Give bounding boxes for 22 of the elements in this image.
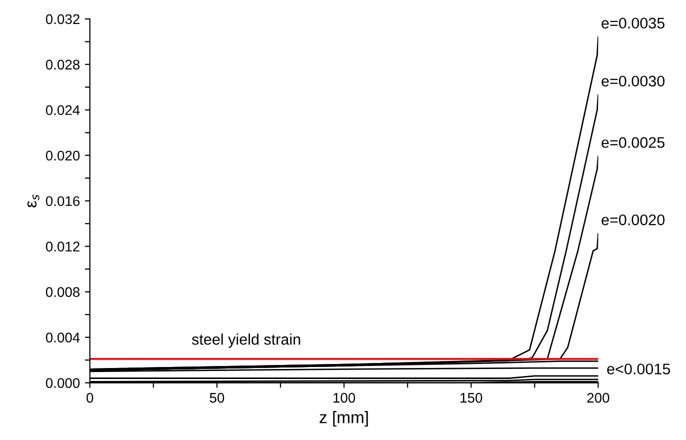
y-tick-label: 0.016 [46,196,80,206]
x-tick-label: 0 [86,392,94,403]
y-tick-label: 0.012 [46,242,80,252]
x-tick-label: 100 [334,392,356,403]
x-tick-label: 50 [210,392,224,403]
y-tick-label: 0.004 [46,332,80,342]
x-tick-label: 150 [460,392,482,403]
text: 0.000 [46,378,80,388]
series-label: e=0.0025 [602,137,664,148]
y-tick-label: 0.032 [46,14,80,24]
series-label: e=0.0035 [602,18,664,29]
y-axis-title: ε$_{s}$ [27,194,40,208]
y-tick-label: 0.024 [46,105,80,116]
series-label: e=0.0020 [602,214,665,226]
annotation: e<0.0015 [607,364,670,374]
series-label: e=0.0030 [602,76,665,87]
y-tick-label: 0.020 [46,150,80,161]
x-tick-label: 200 [587,392,610,403]
y-tick-label: 0.008 [46,287,80,297]
ref-line-label: steel yield strain [192,334,300,348]
y-tick-label: 0.028 [46,60,80,70]
x-axis-title: z [mm] [320,411,368,427]
